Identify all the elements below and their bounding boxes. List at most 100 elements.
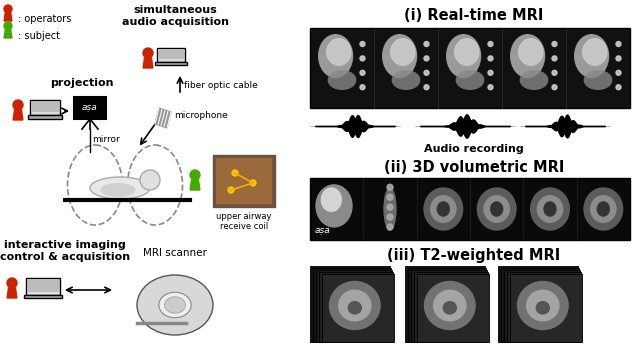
Bar [498, 266, 578, 342]
Text: aṣa: aṣa [82, 104, 98, 112]
Circle shape [488, 85, 493, 90]
Ellipse shape [326, 38, 351, 66]
Circle shape [387, 204, 393, 210]
Ellipse shape [424, 281, 476, 330]
Circle shape [360, 56, 365, 61]
Ellipse shape [390, 38, 415, 66]
Text: simultaneous
audio acquisition: simultaneous audio acquisition [122, 5, 228, 27]
Ellipse shape [537, 195, 563, 223]
Bar [510, 274, 582, 342]
Ellipse shape [456, 70, 484, 90]
Text: microphone: microphone [174, 111, 228, 120]
Ellipse shape [423, 187, 463, 231]
Ellipse shape [382, 34, 417, 78]
Ellipse shape [164, 297, 186, 313]
Circle shape [4, 5, 12, 13]
Ellipse shape [446, 34, 481, 78]
Circle shape [360, 70, 365, 75]
Text: projection: projection [51, 78, 114, 88]
Bar [216, 158, 272, 204]
Bar [408, 268, 486, 342]
Bar [30, 100, 60, 116]
Ellipse shape [383, 187, 397, 231]
Ellipse shape [526, 289, 559, 321]
Bar [313, 268, 391, 342]
Circle shape [387, 214, 393, 220]
Bar [319, 272, 393, 342]
Polygon shape [155, 108, 171, 128]
Bar [310, 266, 390, 342]
Polygon shape [13, 110, 23, 120]
Circle shape [7, 278, 17, 288]
Polygon shape [7, 288, 17, 298]
Circle shape [616, 41, 621, 46]
Circle shape [424, 70, 429, 75]
Circle shape [232, 170, 238, 176]
Ellipse shape [536, 301, 550, 315]
Ellipse shape [338, 289, 372, 321]
Ellipse shape [543, 201, 557, 217]
Ellipse shape [518, 38, 543, 66]
Text: : operators: : operators [18, 14, 72, 24]
Text: (i) Real-time MRI: (i) Real-time MRI [404, 8, 544, 23]
Circle shape [140, 170, 160, 190]
Text: : subject: : subject [18, 31, 60, 41]
Circle shape [488, 70, 493, 75]
Text: MRI scanner: MRI scanner [143, 248, 207, 258]
Bar [414, 272, 488, 342]
Ellipse shape [318, 34, 353, 78]
Circle shape [387, 194, 393, 200]
Polygon shape [143, 58, 153, 68]
Circle shape [552, 41, 557, 46]
Circle shape [4, 22, 12, 30]
Bar [31, 101, 59, 112]
Ellipse shape [436, 201, 450, 217]
Bar [411, 270, 487, 342]
Circle shape [616, 85, 621, 90]
Circle shape [387, 224, 393, 230]
Ellipse shape [590, 195, 617, 223]
Ellipse shape [100, 183, 136, 197]
Circle shape [250, 180, 256, 186]
Circle shape [360, 85, 365, 90]
Ellipse shape [430, 195, 457, 223]
Text: Audio recording: Audio recording [424, 144, 524, 154]
Polygon shape [190, 180, 200, 190]
Ellipse shape [520, 70, 548, 90]
Ellipse shape [596, 201, 610, 217]
Ellipse shape [328, 70, 356, 90]
Text: (ii) 3D volumetric MRI: (ii) 3D volumetric MRI [384, 160, 564, 175]
Ellipse shape [583, 187, 623, 231]
Circle shape [13, 100, 23, 110]
Ellipse shape [530, 187, 570, 231]
Ellipse shape [582, 38, 607, 66]
Circle shape [228, 187, 234, 193]
Bar [26, 278, 60, 295]
Ellipse shape [137, 275, 213, 335]
Circle shape [424, 85, 429, 90]
Bar [158, 49, 184, 59]
Bar [213, 155, 275, 207]
Ellipse shape [517, 281, 569, 330]
Bar [504, 270, 580, 342]
Circle shape [616, 56, 621, 61]
Bar [27, 279, 59, 292]
Circle shape [143, 48, 153, 58]
Ellipse shape [159, 292, 191, 318]
Circle shape [488, 56, 493, 61]
Circle shape [424, 41, 429, 46]
Text: fiber optic cable: fiber optic cable [184, 81, 258, 90]
Bar [157, 48, 185, 62]
Ellipse shape [490, 201, 503, 217]
Bar [310, 178, 630, 240]
Ellipse shape [584, 70, 612, 90]
Text: (iii) T2-weighted MRI: (iii) T2-weighted MRI [387, 248, 561, 263]
Bar [316, 270, 392, 342]
Text: mirror: mirror [92, 135, 120, 144]
Circle shape [552, 85, 557, 90]
Ellipse shape [574, 34, 609, 78]
Text: aṣa: aṣa [315, 226, 331, 235]
Ellipse shape [329, 281, 381, 330]
Bar [507, 272, 581, 342]
Bar [405, 266, 485, 342]
